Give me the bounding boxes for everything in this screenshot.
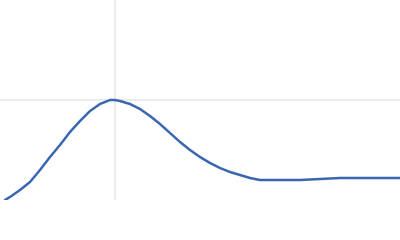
page: {"chart_data": {"type": "line", "x": [5,… [0,0,400,200]
data-line [3,98,400,200]
chart [0,0,400,200]
